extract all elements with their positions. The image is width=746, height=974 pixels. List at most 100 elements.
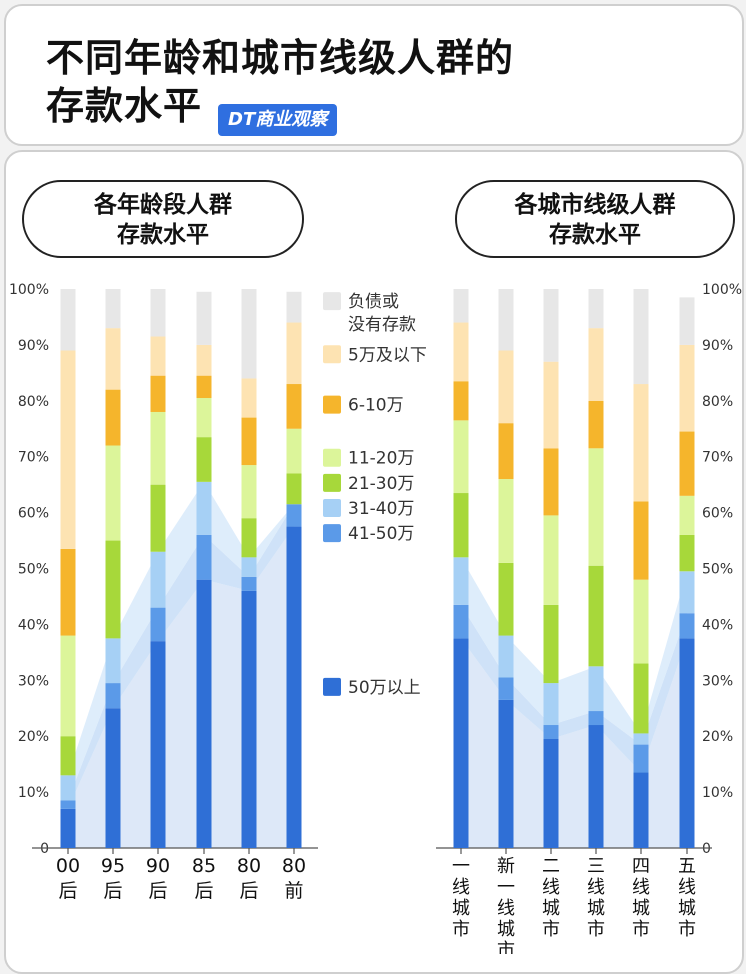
- bar-segment-21-30万: [286, 473, 302, 505]
- bar-segment-5万及以下: [679, 344, 695, 432]
- bar-segment-50万以上: [241, 590, 257, 848]
- bar-segment-41-50万: [150, 607, 166, 642]
- y-tick-label-city: 30%: [702, 673, 733, 689]
- panel-title-city-line-1: 各城市线级人群: [514, 192, 676, 218]
- y-tick-label-age: 90%: [18, 338, 49, 354]
- bar-segment-5万及以下: [241, 378, 257, 418]
- y-tick-label-city: 0: [702, 841, 711, 857]
- y-tick-label-city: 10%: [702, 785, 733, 801]
- bar-segment-11-20万: [150, 411, 166, 485]
- legend-swatch-5万及以下: [323, 345, 341, 364]
- x-category-label: 城: [497, 919, 515, 940]
- bar-segment-6-10万: [453, 381, 469, 421]
- x-category-label: 市: [632, 919, 650, 940]
- x-category-label: 95: [101, 855, 125, 877]
- bar-segment-5万及以下: [498, 350, 514, 424]
- bar-segment-5万及以下: [150, 336, 166, 376]
- bar-segment-11-20万: [105, 445, 121, 541]
- legend-label-负债或没有存款: 没有存款: [348, 315, 416, 335]
- y-tick-label-age: 70%: [18, 450, 49, 466]
- x-category-label: 一: [497, 877, 515, 898]
- bar-segment-6-10万: [679, 431, 695, 496]
- bar-segment-5万及以下: [633, 384, 649, 502]
- bar-segment-41-50万: [588, 711, 604, 726]
- y-tick-label-age: 60%: [18, 506, 49, 522]
- bar-segment-负债或没有存款: [453, 289, 469, 323]
- legend-swatch-负债或没有存款: [323, 292, 341, 311]
- area-band-41-50万: [68, 504, 294, 809]
- y-tick-label-age: 10%: [18, 785, 49, 801]
- bar-segment-11-20万: [453, 420, 469, 494]
- bar-segment-5万及以下: [453, 322, 469, 382]
- bar-segment-41-50万: [286, 504, 302, 527]
- bar-segment-11-20万: [633, 579, 649, 664]
- legend-swatch-31-40万: [323, 499, 341, 518]
- bar-segment-11-20万: [196, 398, 212, 438]
- bar-segment-31-40万: [60, 775, 76, 801]
- bar-segment-41-50万: [453, 604, 469, 639]
- bar-segment-50万以上: [633, 772, 649, 848]
- bar-segment-负债或没有存款: [150, 289, 166, 337]
- y-tick-label-age: 50%: [18, 562, 49, 578]
- x-category-label: 市: [452, 919, 470, 940]
- legend-swatch-50万以上: [323, 677, 341, 696]
- bar-segment-6-10万: [60, 548, 76, 636]
- bar-segment-50万以上: [453, 638, 469, 848]
- bar-segment-6-10万: [105, 389, 121, 446]
- bar-segment-6-10万: [150, 375, 166, 412]
- bar-segment-5万及以下: [543, 361, 559, 449]
- bar-segment-负债或没有存款: [679, 297, 695, 345]
- x-category-label: 三: [587, 856, 605, 877]
- area-band-50万以上: [68, 526, 294, 848]
- x-category-label: 线: [632, 877, 650, 898]
- bar-segment-50万以上: [679, 638, 695, 848]
- bar-segment-11-20万: [679, 495, 695, 535]
- x-category-label: 后: [58, 880, 77, 902]
- x-category-label: 四: [632, 856, 650, 877]
- bar-segment-31-40万: [679, 571, 695, 614]
- bar-segment-负债或没有存款: [498, 289, 514, 351]
- x-category-label: 后: [148, 880, 167, 902]
- bar-segment-50万以上: [60, 808, 76, 848]
- legend-label-11-20万: 11-20万: [348, 449, 414, 469]
- panel-title-age-line-2: 存款水平: [117, 222, 209, 248]
- x-category-label: 二: [542, 856, 560, 877]
- x-category-label: 90: [146, 855, 170, 877]
- y-tick-label-city: 100%: [702, 282, 742, 298]
- bar-segment-31-40万: [453, 557, 469, 605]
- bar-segment-5万及以下: [196, 344, 212, 376]
- x-category-label: 线: [678, 877, 696, 898]
- x-category-label: 线: [497, 898, 515, 919]
- bar-segment-41-50万: [679, 613, 695, 639]
- y-tick-label-city: 60%: [702, 506, 733, 522]
- bar-segment-21-30万: [679, 534, 695, 572]
- bar-segment-5万及以下: [588, 328, 604, 401]
- bar-segment-50万以上: [588, 725, 604, 848]
- bar-segment-6-10万: [286, 384, 302, 429]
- x-category-label: 一: [452, 856, 470, 877]
- x-category-label: 后: [239, 880, 258, 902]
- y-tick-label-city: 80%: [702, 394, 733, 410]
- bar-segment-负债或没有存款: [286, 291, 302, 323]
- x-category-label: 五: [678, 856, 696, 877]
- bar-segment-11-20万: [588, 448, 604, 566]
- page-title: 不同年龄和城市线级人群的 存款水平: [46, 34, 514, 130]
- x-category-label: 城: [542, 898, 560, 919]
- bar-segment-11-20万: [241, 465, 257, 519]
- bar-segment-31-40万: [633, 733, 649, 745]
- legend-swatch-6-10万: [323, 395, 341, 414]
- x-category-label: 市: [678, 919, 696, 940]
- chart-city: 010%20%30%40%50%60%70%80%90%100%一线城市新一线城…: [436, 282, 742, 954]
- legend-label-6-10万: 6-10万: [348, 396, 404, 416]
- bar-segment-21-30万: [60, 736, 76, 776]
- panel-title-city: 各城市线级人群 存款水平: [455, 180, 735, 258]
- bar-segment-31-40万: [150, 551, 166, 608]
- x-category-label: 00: [56, 855, 80, 877]
- bar-segment-41-50万: [241, 576, 257, 591]
- bar-segment-负债或没有存款: [543, 289, 559, 362]
- bar-segment-21-30万: [150, 484, 166, 552]
- x-category-label: 前: [284, 880, 303, 902]
- bar-segment-6-10万: [633, 501, 649, 580]
- bar-segment-11-20万: [498, 479, 514, 563]
